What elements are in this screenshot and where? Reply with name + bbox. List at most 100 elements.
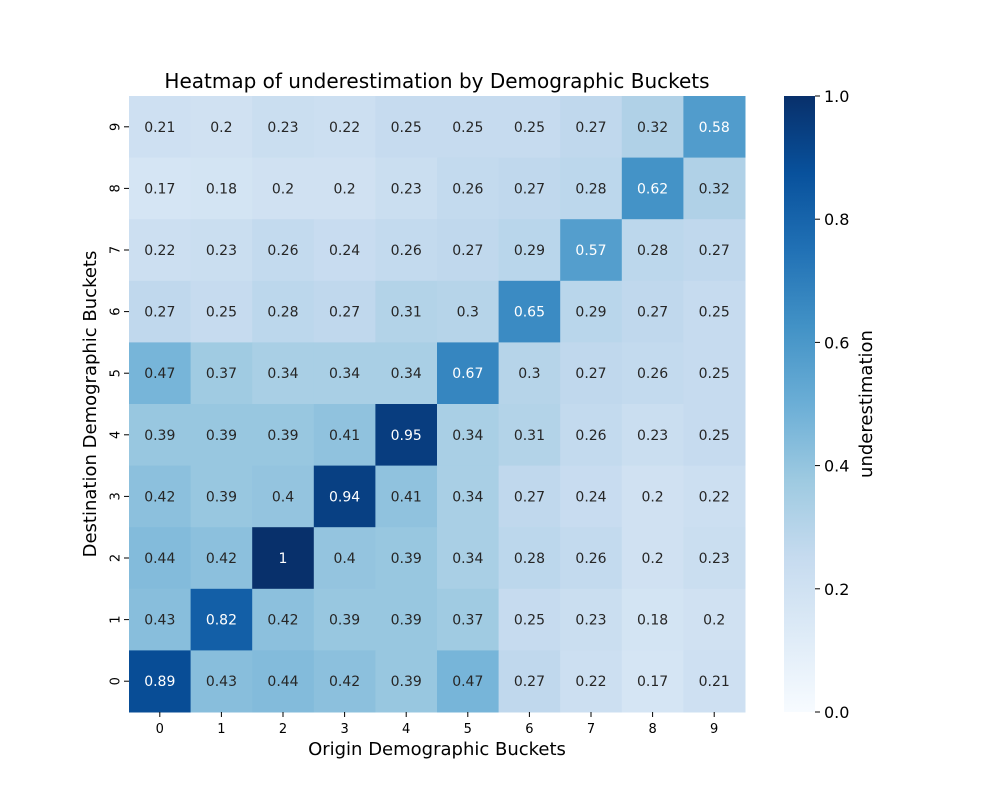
- heatmap-cell: [375, 280, 438, 343]
- heatmap-cell: [437, 219, 500, 282]
- y-tick-label: 0: [109, 677, 124, 685]
- cell-value-label: 0.34: [452, 428, 483, 444]
- heatmap-cell: [498, 280, 561, 343]
- heatmap-cell: [190, 465, 253, 528]
- heatmap-cell: [560, 465, 623, 528]
- cell-value-label: 0.34: [452, 489, 483, 505]
- cell-value-label: 0.43: [144, 613, 175, 629]
- heatmap-cell: [498, 650, 561, 713]
- cell-value-label: 0.17: [144, 181, 175, 197]
- cell-value-label: 0.22: [144, 243, 175, 259]
- cell-value-label: 0.34: [452, 551, 483, 567]
- heatmap-cell: [683, 588, 746, 651]
- cell-value-label: 0.43: [206, 674, 237, 690]
- heatmap-cell: [375, 404, 438, 467]
- cell-value-label: 0.27: [144, 305, 175, 321]
- cell-value-label: 0.2: [703, 613, 725, 629]
- heatmap-cell: [683, 342, 746, 405]
- cell-value-label: 0.37: [452, 613, 483, 629]
- cell-value-label: 0.44: [144, 551, 175, 567]
- cell-value-label: 0.4: [272, 489, 294, 505]
- heatmap-cell: [313, 96, 376, 159]
- y-tick-label: 4: [109, 431, 124, 439]
- x-tick-label: 2: [279, 722, 287, 737]
- heatmap-cell: [129, 465, 192, 528]
- heatmap-cell: [313, 650, 376, 713]
- heatmap-cell: [498, 157, 561, 220]
- heatmap-cell: [498, 96, 561, 159]
- cell-value-label: 0.39: [206, 428, 237, 444]
- x-tick-label: 7: [587, 722, 595, 737]
- cell-value-label: 0.39: [391, 674, 422, 690]
- cell-value-label: 0.23: [575, 613, 606, 629]
- heatmap-cell: [375, 465, 438, 528]
- cell-value-label: 0.25: [699, 366, 730, 382]
- cell-value-label: 0.26: [575, 551, 606, 567]
- heatmap-cells: 0.21 0.2 0.23 0.22 0.25 0.25 0.25 0.27 0.32 0.580…: [129, 96, 746, 713]
- heatmap-cell: [498, 404, 561, 467]
- cell-value-label: 0.2: [333, 181, 355, 197]
- cell-value-label: 0.24: [575, 489, 606, 505]
- cell-value-label: 0.39: [206, 489, 237, 505]
- cell-value-label: 0.57: [575, 243, 606, 259]
- colorbar-tick-label: 0.0: [824, 703, 849, 722]
- heatmap-cell: [190, 219, 253, 282]
- heatmap-cell: [560, 219, 623, 282]
- cell-value-label: 0.27: [637, 305, 668, 321]
- heatmap-cell: [252, 96, 315, 159]
- cell-value-label: 0.2: [641, 489, 663, 505]
- x-tick-label: 9: [710, 722, 718, 737]
- heatmap-cell: [437, 465, 500, 528]
- heatmap-cell: [621, 465, 684, 528]
- cell-value-label: 0.27: [514, 181, 545, 197]
- heatmap-cell: [683, 219, 746, 282]
- heatmap-cell: [129, 342, 192, 405]
- cell-value-label: 0.39: [267, 428, 298, 444]
- x-tick-label: 8: [648, 722, 656, 737]
- cell-value-label: 0.27: [575, 366, 606, 382]
- cell-value-label: 0.4: [333, 551, 355, 567]
- cell-value-label: 0.27: [514, 674, 545, 690]
- heatmap-cell: [498, 588, 561, 651]
- heatmap-cell: [621, 527, 684, 590]
- heatmap-cell: [375, 219, 438, 282]
- cell-value-label: 0.18: [637, 613, 668, 629]
- cell-value-label: 0.22: [329, 120, 360, 136]
- cell-value-label: 0.25: [514, 613, 545, 629]
- x-tick-label: 4: [402, 722, 410, 737]
- cell-value-label: 0.3: [518, 366, 540, 382]
- heatmap-cell: [683, 404, 746, 467]
- cell-value-label: 0.27: [514, 489, 545, 505]
- heatmap-cell: [252, 527, 315, 590]
- heatmap-cell: [313, 157, 376, 220]
- colorbar-ticks: 0.0 0.2 0.4 0.6 0.8 1.0: [815, 87, 849, 722]
- cell-value-label: 0.23: [267, 120, 298, 136]
- colorbar: [784, 96, 815, 712]
- x-axis-label: Origin Demographic Buckets: [308, 739, 566, 760]
- heatmap-cell: [375, 527, 438, 590]
- heatmap-cell: [252, 157, 315, 220]
- heatmap-cell: [129, 219, 192, 282]
- heatmap-cell: [498, 219, 561, 282]
- y-tick-label: 5: [109, 369, 124, 377]
- heatmap-cell: [437, 157, 500, 220]
- heatmap-cell: [683, 280, 746, 343]
- cell-value-label: 0.47: [144, 366, 175, 382]
- heatmap-cell: [375, 157, 438, 220]
- cell-value-label: 0.27: [329, 305, 360, 321]
- cell-value-label: 0.39: [391, 613, 422, 629]
- cell-value-label: 0.34: [329, 366, 360, 382]
- heatmap-cell: [252, 280, 315, 343]
- heatmap-cell: [129, 157, 192, 220]
- cell-value-label: 0.41: [391, 489, 422, 505]
- cell-value-label: 0.89: [144, 674, 175, 690]
- colorbar-tick-label: 0.8: [824, 210, 849, 229]
- heatmap-cell: [190, 280, 253, 343]
- heatmap-cell: [437, 404, 500, 467]
- heatmap-cell: [129, 527, 192, 590]
- cell-value-label: 0.26: [637, 366, 668, 382]
- y-tick-label: 2: [109, 554, 124, 562]
- heatmap-cell: [683, 527, 746, 590]
- heatmap-cell: [252, 219, 315, 282]
